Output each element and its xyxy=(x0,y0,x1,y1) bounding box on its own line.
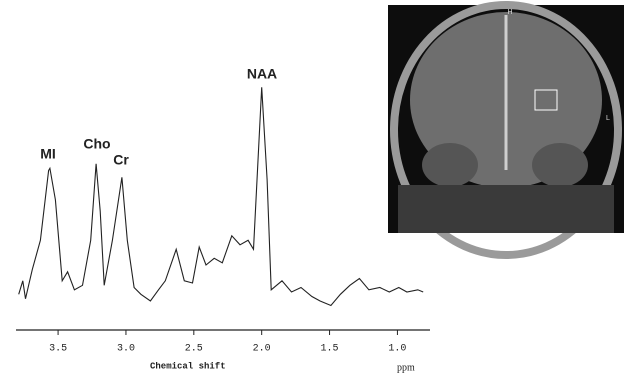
lower-face xyxy=(398,185,614,233)
spectrum-line xyxy=(19,87,424,305)
x-tick-label: 3.0 xyxy=(117,344,135,355)
mri-image: H L xyxy=(388,5,624,255)
peak-label: NAA xyxy=(247,66,277,82)
x-tick-label: 2.0 xyxy=(253,344,271,355)
peak-label: MI xyxy=(40,146,56,162)
orbit xyxy=(532,143,588,187)
chart: H L Chemical shift ppm 3.5 3.0 2.5 2.0 1.5 1.… xyxy=(0,0,628,377)
orbit xyxy=(422,143,478,187)
image-label: L xyxy=(606,115,610,122)
x-axis-label: Chemical shift xyxy=(150,361,226,371)
x-tick-label: 3.5 xyxy=(49,344,67,355)
peak-label: Cr xyxy=(113,152,129,168)
x-tick-label: 1.0 xyxy=(388,344,406,355)
peak-label: Cho xyxy=(83,136,110,152)
image-label: H xyxy=(507,9,512,16)
x-tick-label: 1.5 xyxy=(321,344,339,355)
x-axis-unit: ppm xyxy=(397,362,415,373)
x-tick-label: 2.5 xyxy=(185,344,203,355)
